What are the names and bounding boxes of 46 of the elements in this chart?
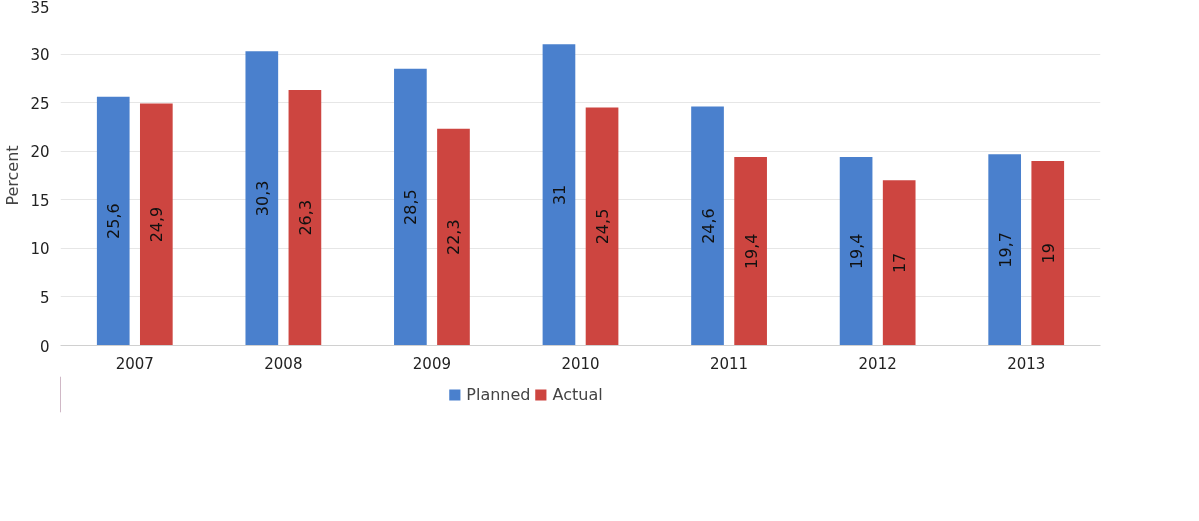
- data-label: 31: [549, 184, 569, 206]
- bar: [1031, 160, 1065, 346]
- y-tick-label: 0: [39, 337, 50, 356]
- y-tick-label: 10: [30, 240, 50, 259]
- bar: [139, 103, 173, 346]
- y-tick-label: 15: [30, 191, 50, 210]
- data-label: 26,3: [295, 199, 315, 236]
- data-label: 30,3: [252, 180, 272, 217]
- x-tick-label: 2009: [412, 354, 452, 373]
- x-tick-label: 2012: [858, 354, 897, 373]
- x-tick-label: 2011: [709, 354, 749, 373]
- bar: [437, 128, 470, 346]
- bar: [839, 157, 873, 346]
- y-tick-label: 20: [30, 143, 50, 162]
- bar: [691, 106, 724, 346]
- legend-label: Planned: [466, 384, 531, 404]
- y-tick-label: 5: [39, 288, 50, 307]
- bar: [988, 154, 1022, 346]
- data-label: 19,4: [741, 233, 761, 270]
- x-tick-label: 2010: [561, 354, 600, 373]
- data-label: 19,4: [847, 233, 867, 270]
- y-axis-title: Percent: [3, 145, 23, 206]
- data-label: 22,3: [444, 219, 464, 255]
- data-label: 19,7: [995, 232, 1015, 268]
- y-tick-label: 35: [30, 0, 50, 17]
- bar: [245, 51, 279, 346]
- y-tick-label: 25: [30, 94, 50, 113]
- x-tick-label: 2008: [264, 354, 303, 373]
- x-tick-label: 2007: [115, 354, 154, 373]
- bar: [394, 68, 427, 346]
- data-label: 24,6: [698, 208, 718, 244]
- bar: [288, 90, 322, 346]
- data-label: 24,5: [593, 208, 613, 245]
- bar: [96, 96, 130, 346]
- bar: [882, 180, 916, 346]
- data-label: 17: [890, 252, 910, 274]
- legend-label: Actual: [552, 384, 603, 404]
- data-label: 25,6: [104, 203, 124, 239]
- x-tick-label: 2013: [1007, 354, 1046, 373]
- bar: [542, 44, 576, 346]
- bar: [585, 107, 619, 346]
- data-label: 28,5: [401, 189, 421, 225]
- data-label: 19: [1038, 243, 1058, 264]
- data-label: 24,9: [147, 206, 167, 243]
- bar: [734, 157, 767, 346]
- y-tick-label: 30: [30, 46, 50, 65]
